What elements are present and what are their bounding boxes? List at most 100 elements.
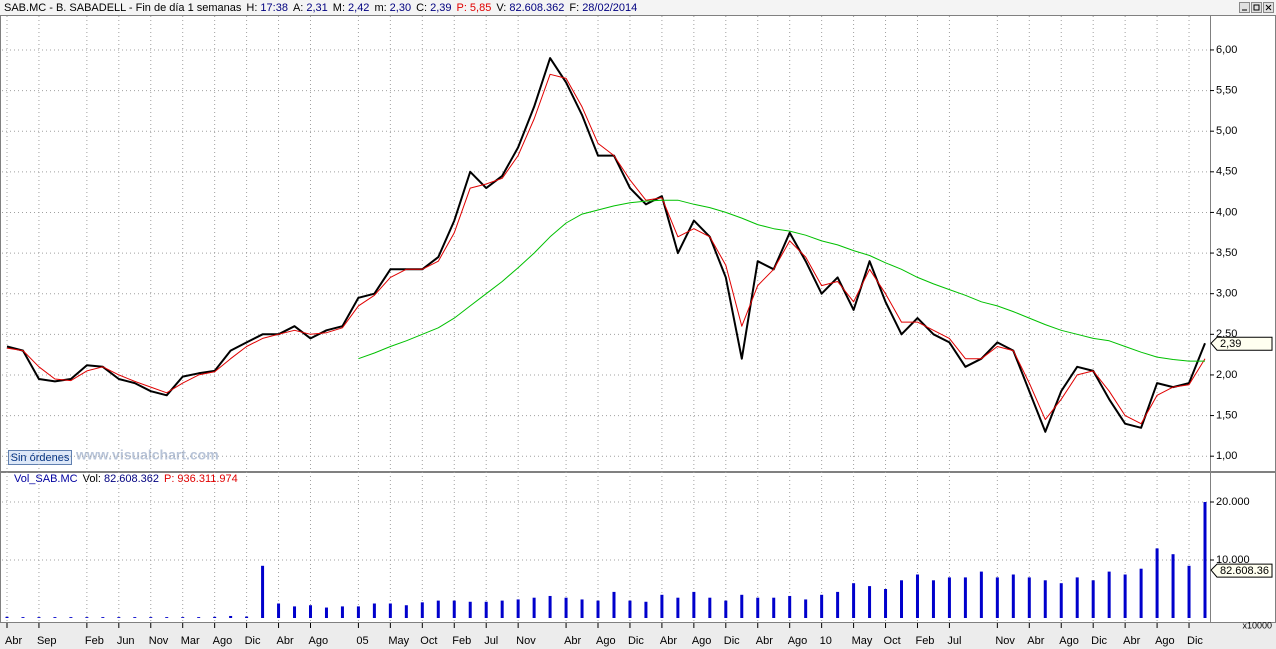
x-tick-label: Ago bbox=[1155, 635, 1175, 647]
volume-bar bbox=[1123, 574, 1127, 618]
volume-bar bbox=[836, 591, 840, 618]
status-button[interactable] bbox=[8, 450, 72, 465]
y-tick-label: 3,50 bbox=[1216, 247, 1237, 259]
y-tick-label: 1,50 bbox=[1216, 409, 1237, 421]
volume-bar bbox=[69, 617, 73, 618]
volume-bar bbox=[420, 602, 424, 618]
volume-bar bbox=[516, 599, 520, 618]
field-value: 936.311.974 bbox=[177, 473, 237, 485]
x-tick-label: Ago bbox=[1059, 635, 1079, 647]
volume-bar bbox=[979, 571, 983, 618]
y-tick-label: 6,00 bbox=[1216, 44, 1237, 56]
volume-bar bbox=[165, 617, 169, 618]
panel-header: SAB.MC - B. SABADELL - Fin de día 1 sema… bbox=[4, 2, 637, 14]
series-line bbox=[6, 73, 1206, 425]
volume-bar bbox=[101, 617, 105, 618]
volume-bar bbox=[580, 599, 584, 618]
field-label: P: bbox=[164, 473, 174, 485]
volume-unit: x10000 bbox=[1242, 620, 1272, 630]
volume-bar bbox=[724, 600, 728, 618]
x-tick-label: May bbox=[388, 635, 409, 647]
volume-bar bbox=[197, 617, 201, 618]
volume-bar bbox=[644, 601, 648, 618]
maximize-button[interactable] bbox=[1251, 2, 1262, 13]
x-tick-label: Abr bbox=[277, 635, 294, 647]
volume-bar bbox=[660, 594, 664, 618]
x-tick-label: Ago bbox=[596, 635, 616, 647]
x-tick-label: Nov bbox=[516, 635, 536, 647]
volume-bar bbox=[1075, 577, 1079, 618]
x-tick-label: Dic bbox=[724, 635, 740, 647]
x-tick-label: Nov bbox=[995, 635, 1015, 647]
field-label: C: bbox=[416, 2, 427, 14]
volume-bar bbox=[676, 597, 680, 618]
x-tick-label: Ago bbox=[308, 635, 328, 647]
volume-bar bbox=[900, 580, 904, 618]
current-marker bbox=[1210, 336, 1273, 351]
field-label: Vol: bbox=[83, 473, 101, 485]
x-tick-label: Ago bbox=[788, 635, 808, 647]
volume-panel bbox=[0, 472, 1276, 623]
x-tick-label: Dic bbox=[628, 635, 644, 647]
volume-bar bbox=[852, 583, 856, 618]
volume-bar bbox=[5, 616, 9, 618]
maximize-icon bbox=[1253, 4, 1260, 11]
panel-title: Vol_SAB.MC bbox=[14, 473, 78, 485]
x-tick-label: Abr bbox=[1027, 635, 1044, 647]
x-tick-label: Feb bbox=[452, 635, 471, 647]
volume-bar bbox=[532, 597, 536, 618]
volume-bar bbox=[1011, 574, 1015, 618]
volume-bar bbox=[963, 577, 967, 618]
y-tick-label: 1,00 bbox=[1216, 450, 1237, 462]
x-tick-label: 10 bbox=[820, 635, 832, 647]
x-tick-label: Abr bbox=[756, 635, 773, 647]
volume-bar bbox=[788, 595, 792, 618]
volume-bar bbox=[628, 600, 632, 618]
volume-bar bbox=[213, 616, 217, 618]
volume-bar bbox=[340, 606, 344, 618]
x-tick-label: Sep bbox=[37, 635, 57, 647]
field-value: 5,85 bbox=[470, 2, 491, 14]
field-value: 2,42 bbox=[348, 2, 369, 14]
field-value: 28/02/2014 bbox=[582, 2, 637, 14]
volume-bar bbox=[884, 589, 888, 618]
current-label: 2,39 bbox=[1220, 338, 1241, 350]
window-controls[interactable] bbox=[1239, 2, 1274, 13]
volume-bar bbox=[772, 597, 776, 618]
volume-bar bbox=[21, 617, 25, 618]
volume-bar bbox=[324, 607, 328, 618]
volume-bar bbox=[1059, 583, 1063, 618]
volume-bar bbox=[1203, 502, 1207, 618]
volume-bar bbox=[308, 605, 312, 618]
volume-bar bbox=[1027, 577, 1031, 618]
x-tick-label: Feb bbox=[85, 635, 104, 647]
volume-bar bbox=[85, 617, 89, 618]
volume-bar bbox=[436, 600, 440, 618]
volume-bar bbox=[181, 617, 185, 618]
volume-bar bbox=[468, 601, 472, 618]
series-line bbox=[358, 199, 1205, 362]
x-tick-label: Oct bbox=[420, 635, 437, 647]
volume-bar bbox=[229, 615, 233, 618]
volume-bar bbox=[596, 600, 600, 618]
field-label: m: bbox=[374, 2, 386, 14]
x-tick-label: Ago bbox=[692, 635, 712, 647]
x-tick-label: Oct bbox=[884, 635, 901, 647]
volume-bar bbox=[372, 603, 376, 618]
volume-bar bbox=[1139, 568, 1143, 618]
volume-bar bbox=[995, 577, 999, 618]
y-tick-label: 4,50 bbox=[1216, 166, 1237, 178]
volume-bar bbox=[708, 597, 712, 618]
x-tick-label: Abr bbox=[564, 635, 581, 647]
minimize-button[interactable] bbox=[1239, 2, 1250, 13]
header-bar bbox=[0, 0, 1276, 15]
field-value: 17:38 bbox=[260, 2, 288, 14]
status-button-label: Sin órdenes bbox=[11, 452, 70, 464]
volume-bar bbox=[1155, 548, 1159, 618]
field-label: P: bbox=[457, 2, 467, 14]
field-label: M: bbox=[333, 2, 345, 14]
volume-bar bbox=[868, 586, 872, 618]
volume-bar bbox=[612, 591, 616, 618]
x-tick-label: Ago bbox=[213, 635, 233, 647]
volume-bar bbox=[548, 595, 552, 618]
